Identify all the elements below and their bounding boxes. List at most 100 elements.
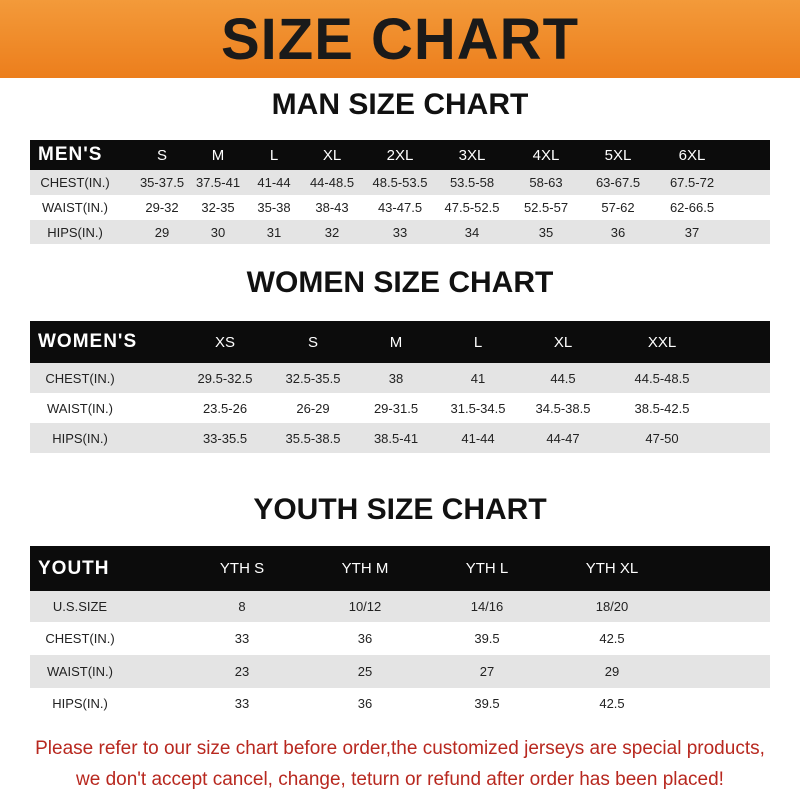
measurement-label: WAIST(IN.): [42, 200, 108, 215]
measurement-value: 36: [357, 631, 373, 646]
table-row: CHEST(IN.) 33 36 39.5 42.5: [30, 622, 770, 655]
banner-title: SIZE CHART: [221, 6, 579, 72]
size-header: YTH XL: [585, 560, 639, 577]
measurement-value: 38-43: [315, 200, 349, 215]
measurement-value: 23: [234, 664, 250, 679]
measurement-value: 39.5: [474, 631, 500, 646]
measurement-value: 32: [324, 224, 340, 240]
men-size-table: MEN'S S M L XL 2XL 3XL 4XL 5XL 6XL CHEST(IN.) 35-37…: [30, 140, 770, 244]
measurement-value: 57-62: [601, 200, 635, 215]
measurement-value: 32.5-35.5: [285, 370, 341, 386]
measurement-value: 29: [604, 664, 620, 679]
measurement-label: CHEST(IN.): [45, 631, 115, 646]
measurement-value: 35-38: [257, 200, 291, 215]
table-row: HIPS(IN.) 33-35.5 35.5-38.5 38.5-41 41-44 44-…: [30, 423, 770, 453]
measurement-value: 48.5-53.5: [372, 175, 428, 190]
measurement-value: 38.5-42.5: [634, 400, 690, 416]
measurement-value: 34.5-38.5: [535, 400, 591, 416]
measurement-value: 62-66.5: [669, 200, 715, 215]
size-header: YTH L: [465, 560, 509, 577]
size-header: L: [269, 146, 279, 164]
measurement-value: 35: [538, 224, 554, 240]
women-title: WOMEN SIZE CHART: [246, 266, 554, 299]
measurement-value: 39.5: [474, 696, 500, 711]
size-header: 6XL: [678, 146, 706, 164]
table-row: CHEST(IN.) 29.5-32.5 32.5-35.5 38 41 44.5 44.5…: [30, 363, 770, 393]
size-header: S: [307, 333, 319, 351]
size-header: S: [156, 146, 168, 164]
measurement-label: HIPS(IN.): [52, 430, 108, 446]
table-row: HIPS(IN.) 29 30 31 32 33 34 35 36 37: [30, 220, 770, 244]
measurement-value: 32-35: [201, 200, 235, 215]
youth-title: YOUTH SIZE CHART: [253, 493, 547, 526]
measurement-value: 38: [388, 370, 404, 386]
measurement-value: 31.5-34.5: [450, 400, 506, 416]
measurement-value: 30: [210, 224, 226, 240]
measurement-value: 42.5: [599, 696, 625, 711]
measurement-value: 36: [357, 696, 373, 711]
table-row: WAIST(IN.) 23 25 27 29: [30, 655, 770, 688]
table-header-row: WOMEN'S XS S M L XL XXL: [30, 321, 770, 363]
measurement-value: 53.5-58: [449, 175, 495, 190]
order-note: Please refer to our size chart before or…: [0, 733, 800, 795]
note-line: we don't accept cancel, change, teturn o…: [76, 769, 724, 790]
measurement-label: CHEST(IN.): [45, 370, 115, 386]
measurement-value: 34: [464, 224, 480, 240]
measurement-value: 33: [392, 224, 408, 240]
measurement-value: 63-67.5: [595, 175, 641, 190]
table-category-label: YOUTH: [38, 557, 110, 579]
size-header: XL: [553, 333, 573, 351]
table-category-label: MEN'S: [38, 144, 103, 165]
measurement-value: 36: [610, 224, 626, 240]
measurement-value: 29: [154, 224, 170, 240]
size-header: 5XL: [604, 146, 632, 164]
measurement-value: 10/12: [348, 599, 382, 614]
size-header: XS: [214, 333, 236, 351]
measurement-value: 35-37.5: [139, 175, 185, 190]
measurement-value: 23.5-26: [202, 400, 248, 416]
table-row: WAIST(IN.) 23.5-26 26-29 29-31.5 31.5-34.5 34…: [30, 393, 770, 423]
size-header: L: [473, 333, 483, 351]
measurement-label: WAIST(IN.): [47, 400, 113, 416]
measurement-value: 26-29: [296, 400, 330, 416]
measurement-label: HIPS(IN.): [52, 696, 108, 711]
note-line: Please refer to our size chart before or…: [35, 738, 765, 759]
measurement-value: 44-47: [546, 430, 580, 446]
measurement-value: 37.5-41: [195, 175, 241, 190]
measurement-value: 41: [470, 370, 486, 386]
measurement-value: 33-35.5: [202, 430, 248, 446]
measurement-value: 27: [479, 664, 495, 679]
banner: SIZE CHART: [0, 0, 800, 78]
measurement-value: 58-63: [529, 175, 563, 190]
measurement-value: 67.5-72: [669, 175, 715, 190]
size-header: YTH M: [341, 560, 389, 577]
size-header: M: [211, 146, 225, 164]
measurement-value: 43-47.5: [377, 200, 423, 215]
measurement-label: CHEST(IN.): [40, 175, 110, 190]
measurement-value: 52.5-57: [523, 200, 569, 215]
measurement-value: 44.5-48.5: [634, 370, 690, 386]
measurement-value: 47-50: [645, 430, 679, 446]
table-row: U.S.SIZE 8 10/12 14/16 18/20: [30, 591, 770, 622]
table-header-row: MEN'S S M L XL 2XL 3XL 4XL 5XL 6XL: [30, 140, 770, 170]
measurement-value: 33: [234, 631, 250, 646]
size-header: M: [389, 333, 403, 351]
measurement-value: 38.5-41: [373, 430, 419, 446]
measurement-value: 31: [266, 224, 282, 240]
measurement-value: 41-44: [257, 175, 291, 190]
measurement-value: 35.5-38.5: [285, 430, 341, 446]
table-header-row: YOUTH YTH S YTH M YTH L YTH XL: [30, 546, 770, 591]
measurement-label: HIPS(IN.): [47, 224, 103, 240]
measurement-value: 47.5-52.5: [444, 200, 500, 215]
men-title: MAN SIZE CHART: [271, 88, 529, 121]
measurement-value: 42.5: [599, 631, 625, 646]
table-row: HIPS(IN.) 33 36 39.5 42.5: [30, 688, 770, 719]
measurement-value: 37: [684, 224, 700, 240]
youth-size-table: YOUTH YTH S YTH M YTH L YTH XL U.S.SIZE 8 10/12…: [30, 546, 770, 719]
measurement-value: 29-32: [145, 200, 179, 215]
table-row: CHEST(IN.) 35-37.5 37.5-41 41-44 44-48.5 48.5…: [30, 170, 770, 195]
measurement-value: 18/20: [595, 599, 629, 614]
table-category-label: WOMEN'S: [38, 331, 138, 352]
measurement-value: 41-44: [461, 430, 495, 446]
size-header: XXL: [647, 333, 677, 351]
